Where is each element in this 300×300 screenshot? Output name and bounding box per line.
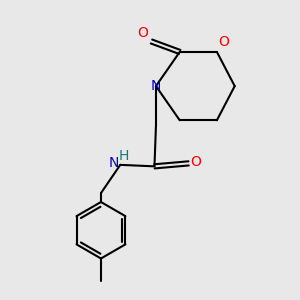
Text: O: O — [218, 35, 229, 49]
Text: O: O — [190, 155, 201, 169]
Text: N: N — [108, 156, 119, 170]
Text: H: H — [119, 149, 129, 164]
Text: O: O — [138, 26, 148, 40]
Text: N: N — [151, 79, 161, 93]
